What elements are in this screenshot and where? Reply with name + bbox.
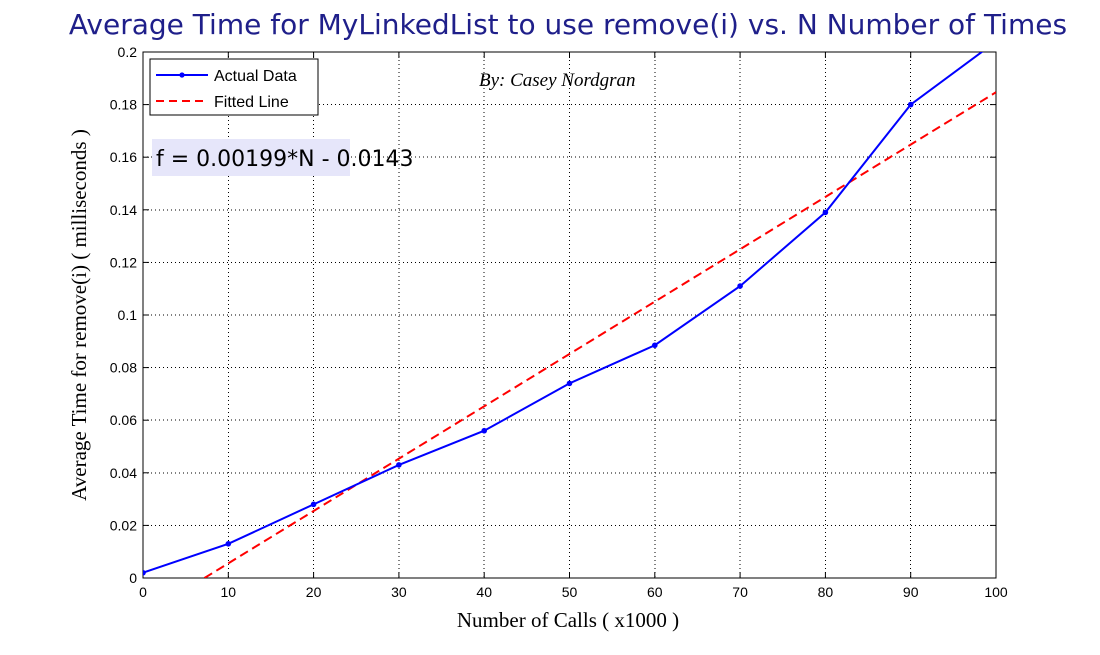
formula-text: f = 0.00199*N - 0.0143 xyxy=(156,147,414,172)
data-point-actual-data xyxy=(310,501,317,508)
y-tick-label: 0.1 xyxy=(118,307,138,323)
data-point-actual-data xyxy=(822,209,829,216)
data-point-actual-data xyxy=(225,541,232,547)
grid-lines xyxy=(143,52,996,578)
x-tick-label: 40 xyxy=(476,584,492,600)
formula-annotation: f = 0.00199*N - 0.0143 xyxy=(152,139,414,176)
data-point-actual-data xyxy=(143,569,146,576)
y-tick-label: 0.14 xyxy=(110,202,137,218)
formula-background xyxy=(152,139,350,176)
x-axis-label: Number of Calls ( x1000 ) xyxy=(457,608,679,632)
x-tick-label: 10 xyxy=(221,584,237,600)
series-line-actual-data xyxy=(143,52,984,574)
axis-ticks xyxy=(142,51,997,579)
x-axis-tick-labels: 0 10 20 30 40 50 60 70 80 90 100 xyxy=(139,584,1008,600)
y-tick-label: 0.04 xyxy=(110,465,137,481)
x-tick-label: 70 xyxy=(732,584,748,600)
y-tick-label: 0.12 xyxy=(110,254,137,270)
y-tick-label: 0.06 xyxy=(110,412,137,428)
data-point-actual-data xyxy=(907,101,914,108)
data-point-actual-data xyxy=(481,427,488,434)
series-line-fitted-line xyxy=(203,91,996,578)
y-axis-label: Average Time for remove(i) ( millisecond… xyxy=(67,129,91,501)
legend-box xyxy=(149,58,319,116)
y-axis-tick-labels: 0 0.02 0.04 0.06 0.08 0.1 0.12 0.14 0.16 0.18 0.2 xyxy=(110,44,137,586)
x-tick-label: 30 xyxy=(391,584,407,600)
legend-marker-actual-data xyxy=(179,72,185,78)
chart-title: Average Time for MyLinkedList to use rem… xyxy=(69,8,1067,41)
x-tick-label: 20 xyxy=(306,584,322,600)
y-tick-label: 0.18 xyxy=(110,97,137,113)
legend: Actual Data Fitted Line xyxy=(149,58,319,116)
plot-area xyxy=(142,51,997,579)
data-point-actual-data xyxy=(737,283,743,289)
y-tick-label: 0.2 xyxy=(118,44,138,60)
y-tick-label: 0.08 xyxy=(110,360,137,376)
x-tick-label: 0 xyxy=(139,584,147,600)
data-point-actual-data xyxy=(652,342,658,349)
legend-label-fitted-line: Fitted Line xyxy=(214,94,289,111)
author-annotation: By: Casey Nordgran xyxy=(479,70,636,91)
y-tick-label: 0 xyxy=(129,570,137,586)
data-point-actual-data xyxy=(396,462,402,468)
legend-label-actual-data: Actual Data xyxy=(214,68,297,85)
x-tick-label: 80 xyxy=(818,584,834,600)
x-tick-label: 50 xyxy=(562,584,578,600)
y-tick-label: 0.02 xyxy=(110,517,137,533)
x-tick-label: 60 xyxy=(647,584,663,600)
y-tick-label: 0.16 xyxy=(110,149,137,165)
x-tick-label: 90 xyxy=(903,584,919,600)
data-point-actual-data xyxy=(566,380,573,387)
x-tick-label: 100 xyxy=(984,584,1008,600)
series-layer xyxy=(143,52,996,578)
